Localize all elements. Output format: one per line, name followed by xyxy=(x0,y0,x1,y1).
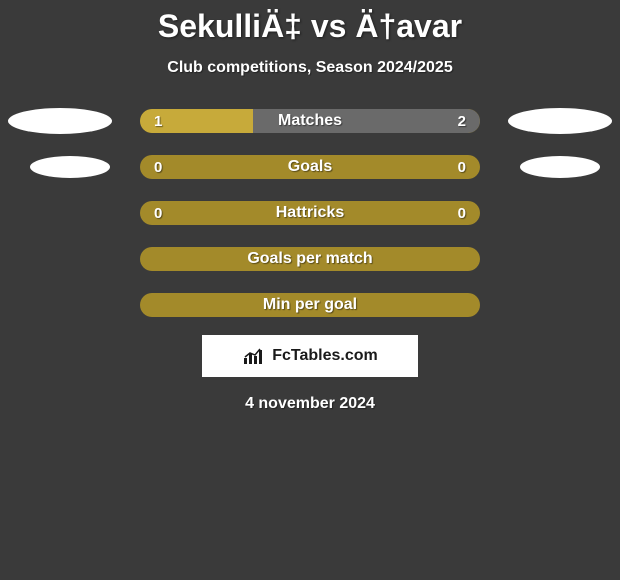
brand-text: FcTables.com xyxy=(272,347,378,365)
subtitle: Club competitions, Season 2024/2025 xyxy=(0,59,620,77)
stat-row: Goals per match xyxy=(0,247,620,271)
stat-label: Min per goal xyxy=(140,296,480,314)
brand-chart-icon xyxy=(242,346,268,366)
stat-label: Matches xyxy=(140,112,480,130)
stat-label: Goals xyxy=(140,158,480,176)
date-label: 4 november 2024 xyxy=(0,395,620,413)
player-avatar-left xyxy=(30,156,110,178)
brand: FcTables.com xyxy=(242,346,378,366)
stat-row: 12Matches xyxy=(0,109,620,133)
stat-label: Hattricks xyxy=(140,204,480,222)
stat-row: Min per goal xyxy=(0,293,620,317)
page-title: SekulliÄ‡ vs Ä†avar xyxy=(0,0,620,45)
brand-box: FcTables.com xyxy=(202,335,418,377)
stat-row: 00Hattricks xyxy=(0,201,620,225)
stat-bar: 00Hattricks xyxy=(140,201,480,225)
stat-bar: 00Goals xyxy=(140,155,480,179)
stat-bar: Goals per match xyxy=(140,247,480,271)
player-avatar-right xyxy=(520,156,600,178)
stats-container: 12Matches 00Goals 00Hattricks Goals per mat… xyxy=(0,109,620,317)
player-avatar-left xyxy=(8,108,112,134)
stat-label: Goals per match xyxy=(140,250,480,268)
stat-row: 00Goals xyxy=(0,155,620,179)
stat-bar: 12Matches xyxy=(140,109,480,133)
player-avatar-right xyxy=(508,108,612,134)
stat-bar: Min per goal xyxy=(140,293,480,317)
